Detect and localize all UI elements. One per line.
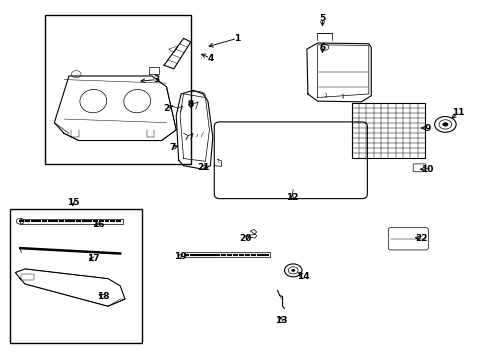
- FancyBboxPatch shape: [387, 228, 427, 250]
- Text: 21: 21: [196, 163, 209, 172]
- Text: 10: 10: [420, 165, 433, 174]
- Circle shape: [291, 269, 295, 272]
- Ellipse shape: [80, 90, 106, 113]
- Text: 15: 15: [66, 198, 79, 207]
- Text: 7: 7: [169, 143, 175, 152]
- Text: 8: 8: [187, 100, 194, 109]
- Text: 5: 5: [319, 14, 325, 23]
- Text: 16: 16: [92, 220, 104, 229]
- Text: 20: 20: [239, 234, 251, 243]
- FancyBboxPatch shape: [214, 122, 366, 199]
- Text: 11: 11: [451, 108, 464, 117]
- Text: 3: 3: [153, 75, 160, 84]
- Text: 9: 9: [423, 123, 429, 132]
- Text: 12: 12: [285, 193, 298, 202]
- Text: 13: 13: [274, 316, 287, 325]
- Text: 18: 18: [97, 292, 109, 301]
- Text: 2: 2: [163, 104, 169, 113]
- FancyBboxPatch shape: [412, 164, 425, 172]
- Text: 22: 22: [414, 234, 427, 243]
- Text: 4: 4: [207, 54, 213, 63]
- Text: 6: 6: [319, 43, 325, 52]
- Bar: [44, 15, 190, 164]
- Ellipse shape: [123, 90, 150, 113]
- Circle shape: [442, 122, 447, 127]
- Text: 1: 1: [234, 34, 240, 43]
- Text: 17: 17: [87, 255, 100, 264]
- Text: 19: 19: [173, 252, 186, 261]
- Text: 14: 14: [296, 272, 309, 281]
- Bar: [10, 209, 142, 343]
